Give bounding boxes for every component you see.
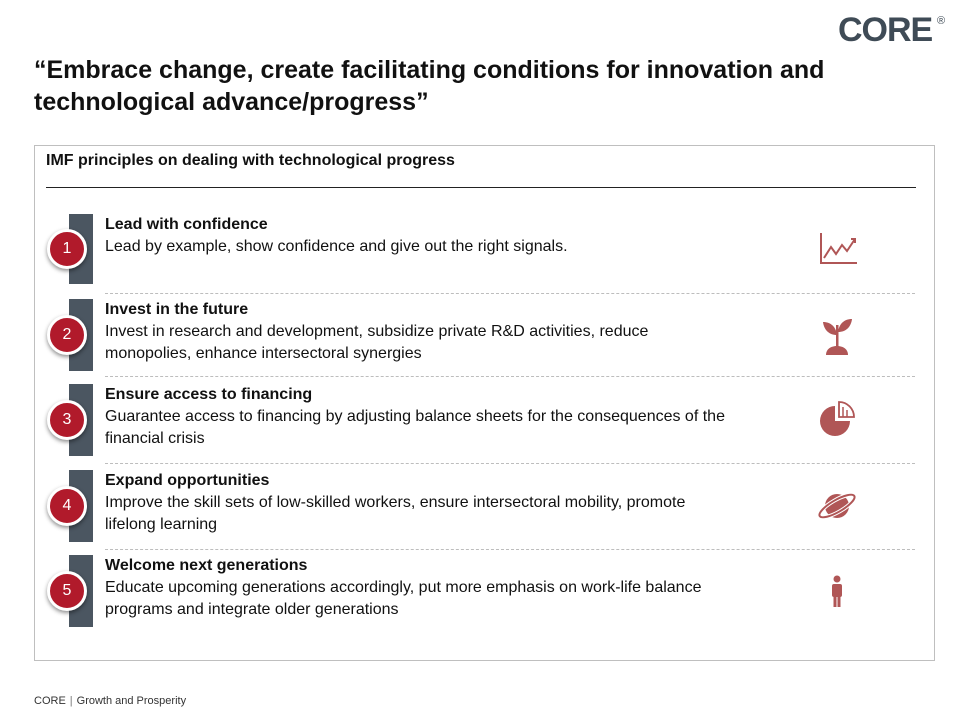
principle-text: Invest in the future Invest in research … bbox=[105, 299, 725, 365]
row-divider bbox=[105, 376, 915, 377]
number-badge: 4 bbox=[47, 486, 87, 526]
principle-text: Expand opportunities Improve the skill s… bbox=[105, 470, 725, 536]
footer-brand: CORE bbox=[34, 695, 66, 707]
number-badge: 5 bbox=[47, 571, 87, 611]
principle-description: Educate upcoming generations accordingly… bbox=[105, 579, 702, 618]
core-logo: CORE ® bbox=[838, 12, 950, 48]
principle-text: Lead with confidence Lead by example, sh… bbox=[105, 214, 725, 258]
sprout-icon bbox=[823, 319, 852, 355]
principle-title: Ensure access to financing bbox=[105, 386, 313, 403]
principle-title: Welcome next generations bbox=[105, 557, 308, 574]
principle-text: Welcome next generations Educate upcomin… bbox=[105, 555, 725, 621]
title-divider bbox=[46, 187, 916, 188]
person-icon bbox=[832, 575, 842, 607]
principle-description: Improve the skill sets of low-skilled wo… bbox=[105, 494, 686, 533]
registered-mark: ® bbox=[937, 15, 946, 27]
row-divider bbox=[105, 463, 915, 464]
principle-title: Expand opportunities bbox=[105, 472, 270, 489]
principle-title: Lead with confidence bbox=[105, 216, 268, 233]
number-badge: 1 bbox=[47, 229, 87, 269]
growth-chart-icon bbox=[820, 233, 857, 264]
panel-title: IMF principles on dealing with technolog… bbox=[46, 152, 455, 169]
principle-text: Ensure access to financing Guarantee acc… bbox=[105, 384, 725, 450]
principle-title: Invest in the future bbox=[105, 301, 249, 318]
pie-chart-icon bbox=[820, 401, 855, 436]
logo-text: CORE bbox=[838, 11, 933, 49]
principle-description: Guarantee access to financing by adjusti… bbox=[105, 408, 725, 447]
principles-panel: IMF principles on dealing with technolog… bbox=[34, 145, 935, 661]
number-badge: 2 bbox=[47, 315, 87, 355]
row-divider bbox=[105, 293, 915, 294]
headline-quote: “Embrace change, create facilitating con… bbox=[34, 56, 825, 116]
row-divider bbox=[105, 549, 915, 550]
planet-icon bbox=[817, 492, 857, 520]
footer-separator: | bbox=[69, 695, 73, 707]
footer: CORE | Growth and Prosperity bbox=[34, 695, 186, 707]
principle-description: Invest in research and development, subs… bbox=[105, 323, 649, 362]
number-badge: 3 bbox=[47, 400, 87, 440]
footer-text: Growth and Prosperity bbox=[76, 695, 187, 707]
principle-description: Lead by example, show confidence and giv… bbox=[105, 238, 568, 255]
